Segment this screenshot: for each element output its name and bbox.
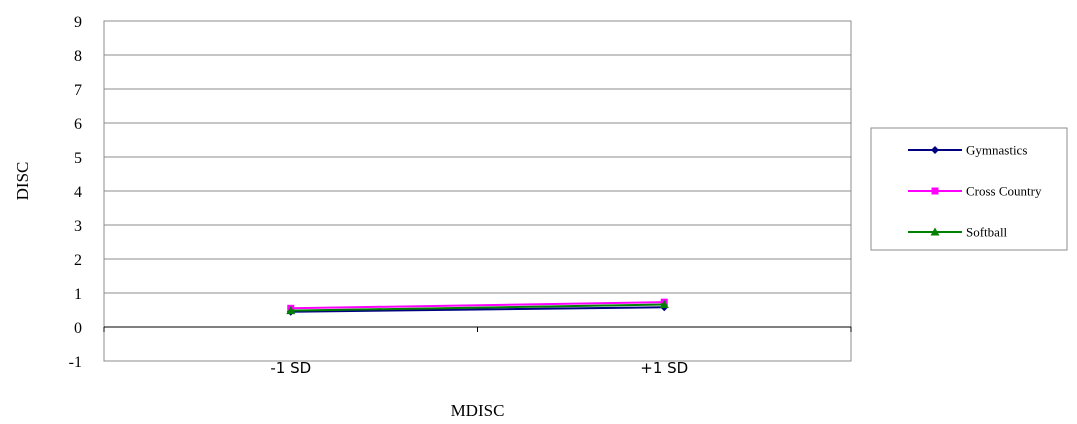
x-tick-label: -1 SD bbox=[270, 359, 311, 377]
series-line-softball bbox=[290, 303, 665, 312]
y-tick-label: 7 bbox=[74, 82, 82, 99]
y-tick-label: 8 bbox=[74, 48, 82, 65]
y-tick-label: 5 bbox=[74, 150, 82, 167]
x-axis-tick-marks bbox=[103, 327, 852, 332]
legend-item-gymnastics: Gymnastics bbox=[908, 143, 1027, 158]
y-tick-label: 1 bbox=[74, 286, 82, 303]
legend-label: Cross Country bbox=[966, 184, 1042, 199]
series-lines bbox=[286, 298, 669, 316]
gridlines bbox=[104, 54, 851, 294]
y-tick-label: 9 bbox=[74, 14, 82, 31]
data-point-softball bbox=[286, 306, 296, 315]
legend-box bbox=[870, 127, 1068, 251]
legend-label: Softball bbox=[966, 225, 1008, 240]
series-softball bbox=[286, 300, 669, 315]
data-point-softball bbox=[659, 300, 669, 309]
y-tick-label: 0 bbox=[74, 320, 82, 337]
legend-marker bbox=[931, 146, 939, 154]
legend-item-softball: Softball bbox=[908, 225, 1008, 240]
y-tick-label: 6 bbox=[74, 116, 82, 133]
x-axis-tick-labels: -1 SD +1 SD bbox=[270, 359, 688, 377]
x-tick-label: +1 SD bbox=[640, 359, 688, 377]
x-axis-title: MDISC bbox=[451, 401, 505, 420]
y-tick-label: -1 bbox=[69, 354, 82, 371]
y-axis-title: DISC bbox=[13, 162, 32, 201]
legend-item-cross-country: Cross Country bbox=[908, 184, 1042, 199]
series-line-gymnastics bbox=[290, 306, 665, 313]
y-tick-label: 3 bbox=[74, 218, 82, 235]
legend-label: Gymnastics bbox=[966, 143, 1027, 158]
plot-area bbox=[103, 20, 852, 362]
legend-marker bbox=[930, 227, 940, 236]
legend-marker bbox=[931, 187, 939, 195]
series-line-cross-country bbox=[290, 301, 665, 310]
legend: Gymnastics Cross Country Softball bbox=[870, 127, 1068, 251]
y-tick-label: 2 bbox=[74, 252, 82, 269]
y-axis-tick-labels: 9 8 7 6 5 4 3 2 1 0 -1 bbox=[69, 14, 82, 371]
y-tick-label: 4 bbox=[74, 184, 82, 201]
